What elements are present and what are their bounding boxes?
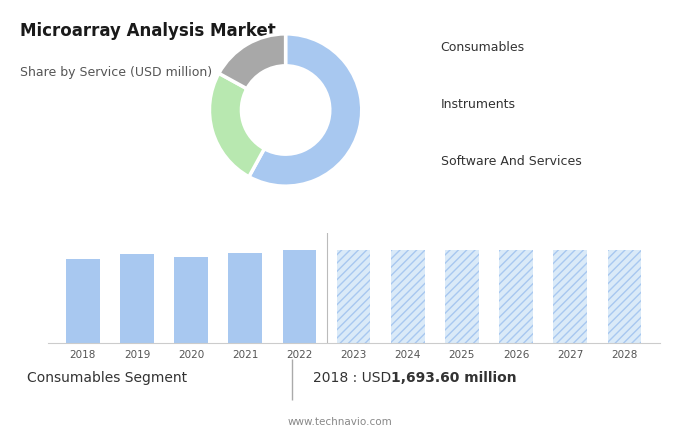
Bar (445, 250, 479, 343)
Bar (608, 250, 641, 343)
Text: Consumables Segment: Consumables Segment (27, 371, 187, 385)
Bar (174, 257, 208, 343)
Text: Consumables: Consumables (441, 41, 525, 54)
Text: Share by Service (USD million): Share by Service (USD million) (20, 66, 213, 79)
Wedge shape (249, 34, 362, 186)
Bar (120, 254, 154, 343)
Bar (337, 250, 371, 343)
Text: Instruments: Instruments (441, 98, 515, 111)
Bar (228, 253, 262, 343)
Text: 1,693.60 million: 1,693.60 million (391, 371, 517, 385)
Text: 2018 : USD: 2018 : USD (313, 371, 396, 385)
Text: Microarray Analysis Market: Microarray Analysis Market (20, 22, 276, 40)
Bar (283, 250, 316, 343)
Bar (554, 250, 587, 343)
Text: www.technavio.com: www.technavio.com (288, 418, 392, 427)
Text: Software And Services: Software And Services (441, 155, 581, 169)
Bar (391, 250, 424, 343)
Bar (499, 250, 533, 343)
Wedge shape (219, 34, 286, 89)
Wedge shape (209, 73, 265, 177)
Bar (66, 259, 99, 343)
